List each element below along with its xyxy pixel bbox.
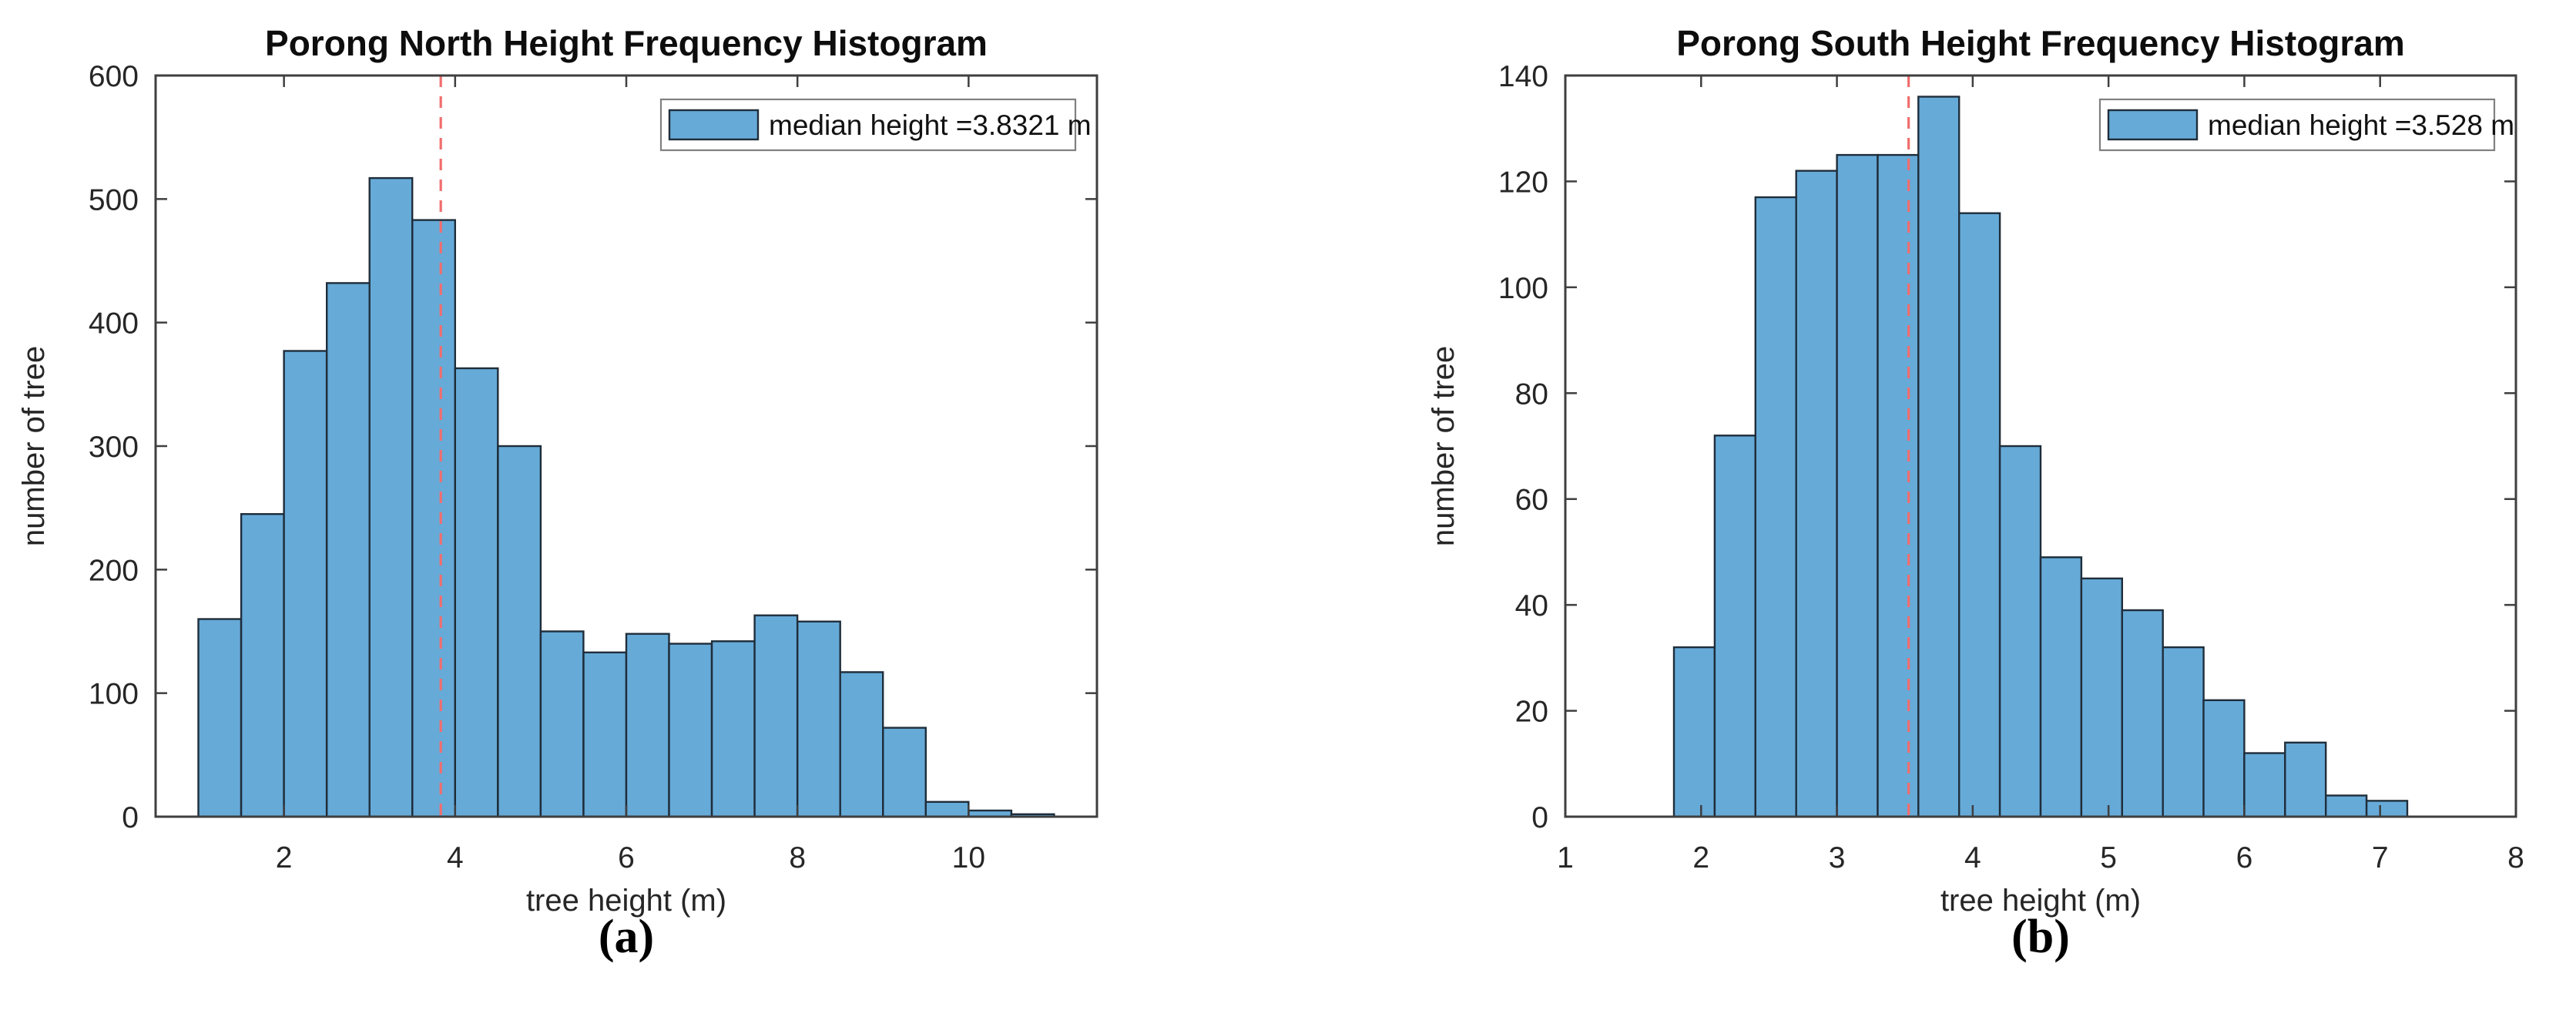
y-tick-label: 20: [1515, 696, 1548, 729]
histogram-bar: [454, 367, 499, 818]
x-axis-label: tree height (m): [1940, 884, 2141, 918]
chart-title: Porong North Height Frequency Histogram: [265, 23, 988, 63]
y-axis-label: number of tree: [1427, 346, 1461, 546]
caption-b: (b): [2011, 911, 2070, 963]
histogram-bar: [1958, 212, 2001, 818]
histogram-bar: [582, 651, 628, 818]
x-tick-label: 7: [2372, 841, 2389, 874]
x-tick-label: 6: [618, 841, 635, 874]
histogram-bar: [1713, 435, 1757, 818]
x-tick-label: 4: [447, 841, 464, 874]
histogram-bar: [2243, 752, 2286, 818]
y-tick-label: 140: [1498, 60, 1548, 93]
caption-a: (a): [598, 911, 655, 963]
histogram-bar: [1917, 96, 1961, 818]
x-tick-label: 2: [1692, 841, 1709, 874]
x-tick-label: 1: [1557, 841, 1574, 874]
y-tick-label: 120: [1498, 166, 1548, 199]
histogram-bar: [326, 282, 371, 818]
y-axis-label: number of tree: [17, 346, 51, 546]
histogram-bar: [882, 727, 927, 818]
axis-ticks: [156, 74, 1097, 818]
y-tick-label: 500: [89, 183, 139, 216]
legend-swatch: [2107, 109, 2199, 141]
histogram-bar: [1754, 196, 1797, 818]
legend: median height =3.528 m: [2098, 98, 2514, 152]
histogram-bar: [2365, 800, 2409, 818]
x-tick-label: 8: [789, 841, 806, 874]
y-tick-label: 100: [1498, 272, 1548, 305]
histogram-bar: [2284, 741, 2327, 818]
legend-label: median height =3.528 m: [2208, 109, 2514, 141]
legend-box: [2098, 98, 2496, 152]
chart-porong-north: 2 4 6 8 10 0 100 200 300 400 500 600 Porong North He…: [17, 23, 1098, 963]
x-axis-label: tree height (m): [526, 884, 726, 918]
histogram-bar: [2324, 794, 2368, 818]
y-tick-label: 40: [1515, 589, 1548, 623]
histogram-bar: [796, 620, 841, 818]
histogram-bar: [240, 513, 285, 818]
y-tick-label: 80: [1515, 378, 1548, 411]
legend-label: median height =3.8321 m: [769, 109, 1092, 141]
x-tick-label: 2: [276, 841, 293, 874]
histogram-bar: [1836, 153, 1879, 818]
histogram-bar: [1672, 646, 1716, 818]
legend: median height =3.8321 m: [659, 98, 1092, 152]
x-tick-label: 4: [1964, 841, 1981, 874]
histogram-bar: [497, 445, 542, 818]
y-tick-label: 0: [122, 801, 139, 834]
histogram-bar: [625, 633, 670, 818]
y-tick-label: 60: [1515, 484, 1548, 517]
histogram-bar: [839, 671, 884, 818]
histogram-bars: [197, 176, 1055, 818]
legend-swatch: [668, 109, 760, 141]
axis-ticks: [1564, 74, 2517, 818]
histogram-bar: [753, 614, 799, 818]
y-tick-label: 600: [89, 60, 139, 93]
histogram-bar: [2039, 556, 2083, 818]
x-tick-label: 8: [2507, 841, 2524, 874]
histogram-bar: [924, 801, 970, 818]
histogram-bar: [2202, 699, 2246, 818]
y-tick-label: 100: [89, 678, 139, 711]
y-tick-label: 400: [89, 307, 139, 341]
histogram-bar: [710, 640, 756, 818]
histogram-bars: [1672, 96, 2409, 818]
histogram-bar: [668, 643, 713, 818]
x-tick-label: 5: [2100, 841, 2117, 874]
histogram-bar: [368, 176, 414, 818]
y-tick-label: 200: [89, 554, 139, 587]
histogram-bar: [2162, 646, 2205, 818]
x-tick-label: 3: [1829, 841, 1846, 874]
y-tick-label: 0: [1531, 801, 1548, 834]
y-tick-label: 300: [89, 431, 139, 464]
histogram-bar: [2121, 609, 2164, 818]
x-tick-label: 6: [2236, 841, 2253, 874]
chart-porong-south: 1 2 3 4 5 6 7 8 0 20 40 60 80 100 120 140 Porong South H…: [1288, 0, 2576, 1017]
histogram-bar: [1998, 445, 2042, 818]
histogram-bar: [1877, 153, 1920, 818]
histogram-bar: [1795, 170, 1838, 818]
chart-title: Porong South Height Frequency Histogram: [1676, 23, 2405, 63]
histogram-bar: [411, 219, 456, 818]
histogram-bar: [283, 350, 328, 818]
x-tick-label: 10: [952, 841, 985, 874]
histogram-bar: [539, 630, 585, 818]
plot-frame: [1564, 74, 2517, 818]
histogram-bar: [197, 618, 243, 818]
histogram-bar: [2080, 577, 2124, 818]
